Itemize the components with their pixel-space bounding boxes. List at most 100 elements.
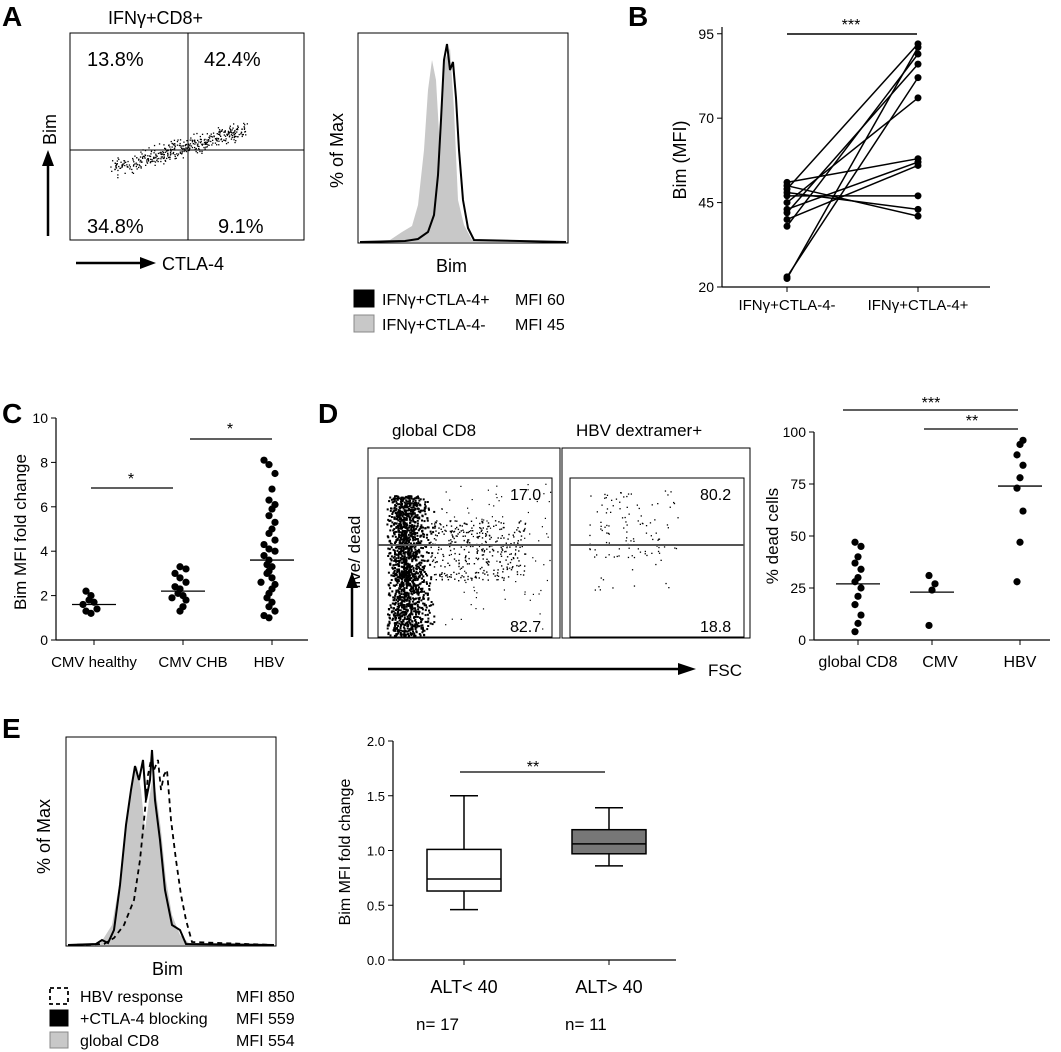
event-dot [231,132,233,134]
event-dot [410,547,413,550]
event-dot [402,522,405,524]
event-dot [410,508,413,511]
event-dot [408,547,411,550]
panel-c-point [93,605,101,613]
event-dot [391,610,394,613]
event-dot [666,524,669,526]
event-dot [418,516,421,519]
event-dot [189,147,191,149]
panel-c-sig-1: * [128,471,134,488]
panel-c-point [171,583,179,591]
event-dot [395,573,398,576]
event-dot [402,575,405,578]
event-dot [523,529,526,531]
event-dot [406,597,409,600]
event-dot [214,142,217,144]
event-dot [485,541,487,544]
event-dot [228,136,231,138]
event-dot [422,509,425,512]
event-dot [156,155,158,157]
event-dot [402,620,405,623]
dotplot-x-label: CTLA-4 [162,254,224,274]
event-dot [149,162,152,164]
flow-d-y-label: live/ dead [345,516,364,589]
panel-d-point [1013,578,1021,586]
event-dot [394,579,397,582]
event-dot [493,505,495,507]
panel-c-x-tick-label: HBV [254,654,285,671]
event-dot [435,579,437,581]
event-dot [401,580,404,583]
event-dot [417,593,420,596]
event-dot [160,152,162,154]
event-dot [519,546,521,548]
event-dot [644,553,646,555]
event-dot [401,527,403,529]
event-dot [397,610,399,613]
event-dot [402,588,405,591]
panel-c-point [168,594,176,602]
event-dot [225,143,228,145]
flow-d-events-2 [589,490,679,591]
event-dot [527,484,529,486]
event-dot [417,608,420,611]
event-dot [546,533,548,535]
event-dot [405,495,408,498]
event-dot [412,575,414,578]
event-dot [410,502,413,505]
event-dot [412,511,414,513]
event-dot [230,138,233,140]
event-dot [427,598,430,601]
event-dot [401,614,404,617]
event-dot [396,605,399,608]
event-dot [241,135,243,138]
event-dot [413,542,415,545]
event-dot [427,620,430,623]
event-dot [423,604,426,607]
event-dot [489,538,491,540]
event-dot [414,507,417,510]
event-dot [428,588,431,591]
event-dot [234,141,236,144]
event-dot [409,628,412,631]
event-dot [190,137,192,139]
event-dot [510,558,513,561]
panel-c-x-tick-label: CMV CHB [158,654,227,671]
event-dot [180,146,182,148]
event-dot [395,500,398,503]
event-dot [406,598,409,601]
event-dot [398,561,401,564]
event-dot [121,165,123,168]
panel-b-x-tick-label: IFNγ+CTLA-4- [738,297,835,314]
event-dot [605,512,608,514]
event-dot [604,497,606,499]
event-dot [446,574,448,576]
event-dot [412,553,415,556]
event-dot [425,606,428,609]
panel-b-point [914,94,922,102]
event-dot [406,529,409,532]
event-dot [512,534,514,536]
event-dot [399,550,402,553]
event-dot [403,595,406,598]
event-dot [179,151,181,153]
event-dot [393,500,396,503]
event-dot [426,582,428,585]
event-dot [192,143,194,145]
event-dot [401,549,404,552]
event-dot [420,561,423,564]
event-dot [198,148,200,150]
event-dot [416,514,419,517]
event-dot [197,139,199,142]
panel-b-pair-line [786,53,919,227]
event-dot [399,609,402,612]
event-dot [397,551,400,554]
event-dot [394,504,397,507]
event-dot [397,625,400,627]
flow-d-y-arrowhead [346,572,358,588]
event-dot [395,609,397,612]
event-dot [418,527,421,530]
event-dot [390,546,393,549]
event-dot [400,593,403,596]
event-dot [392,574,395,577]
